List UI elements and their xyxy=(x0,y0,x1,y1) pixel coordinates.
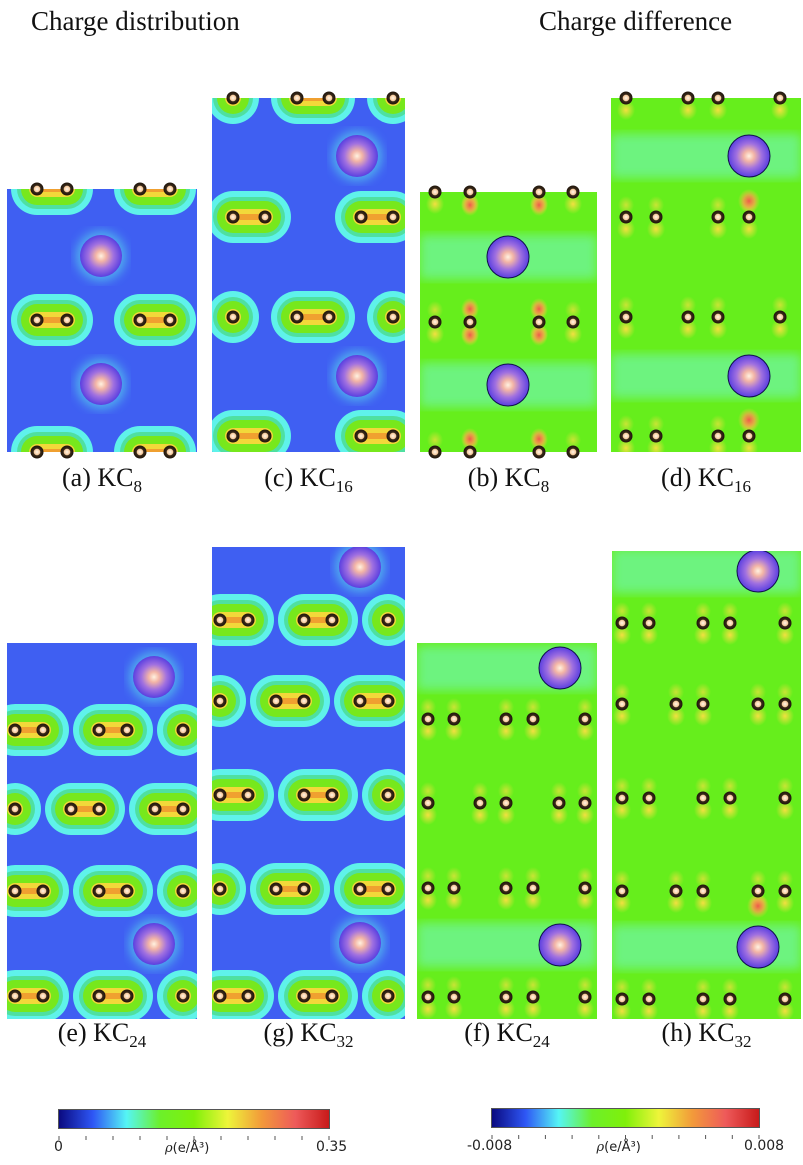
panel-label-subscript: 16 xyxy=(733,477,751,496)
panel-label-subscript: 24 xyxy=(532,1032,550,1051)
panel-f-difference-map xyxy=(417,643,597,1019)
panel-label-text: (c) KC xyxy=(264,463,336,492)
panel-label-text: (b) KC xyxy=(467,463,541,492)
panel-label-subscript: 8 xyxy=(133,477,142,496)
panel-label-c: (c) KC16 xyxy=(212,463,405,497)
colorbar-min-label: -0.008 xyxy=(467,1138,513,1154)
panel-g-distribution-map xyxy=(212,547,405,1019)
colorbar-unit-label: ρ(e/Å³) xyxy=(597,1140,641,1155)
unit-rest: (e/Å³) xyxy=(172,1141,210,1156)
panel-label-e: (e) KC24 xyxy=(7,1018,197,1052)
panel-label-f: (f) KC24 xyxy=(417,1018,597,1052)
panel-label-text: (f) KC xyxy=(464,1018,533,1047)
colorbar-unit-label: ρ(e/Å³) xyxy=(165,1141,209,1156)
unit-rest: (e/Å³) xyxy=(604,1140,641,1155)
panel-label-text: (g) KC xyxy=(263,1018,337,1047)
panel-a-distribution-map xyxy=(7,182,197,459)
panel-label-h: (h) KC32 xyxy=(612,1018,801,1052)
unit-symbol: ρ xyxy=(596,1140,605,1155)
panel-label-a: (a) KC8 xyxy=(7,463,197,497)
panel-label-subscript: 32 xyxy=(336,1032,354,1051)
colorbar-max-label: 0.35 xyxy=(316,1139,348,1155)
panel-e-distribution-map xyxy=(7,643,197,1019)
panel-label-d: (d) KC16 xyxy=(611,463,801,497)
panel-b-difference-map xyxy=(420,185,597,459)
colorbar-min-label: 0 xyxy=(54,1139,63,1155)
panel-label-subscript: 24 xyxy=(129,1032,147,1051)
panel-label-text: (e) KC xyxy=(57,1018,130,1047)
colorbar-difference xyxy=(491,1108,760,1128)
panel-label-text: (h) KC xyxy=(661,1018,735,1047)
unit-symbol: ρ xyxy=(165,1141,173,1156)
panel-c-distribution-map xyxy=(212,91,405,452)
panel-d-difference-map xyxy=(611,91,801,452)
panel-label-b: (b) KC8 xyxy=(420,463,597,497)
colorbar-tickmarks xyxy=(491,1128,760,1139)
panel-label-subscript: 16 xyxy=(335,477,353,496)
panel-label-subscript: 8 xyxy=(540,477,550,496)
heading-charge-distribution: Charge distribution xyxy=(31,6,240,36)
colorbar-tickmarks xyxy=(58,1129,330,1140)
panel-label-text: (d) KC xyxy=(661,463,734,492)
panel-h-difference-map xyxy=(612,551,801,1019)
colorbar-max-label: 0.008 xyxy=(744,1138,785,1154)
heading-charge-difference: Charge difference xyxy=(539,6,733,36)
panel-label-g: (g) KC32 xyxy=(212,1018,405,1052)
panel-label-subscript: 32 xyxy=(734,1032,752,1051)
panel-label-text: (a) KC xyxy=(62,463,134,492)
colorbar-distribution xyxy=(58,1109,330,1129)
